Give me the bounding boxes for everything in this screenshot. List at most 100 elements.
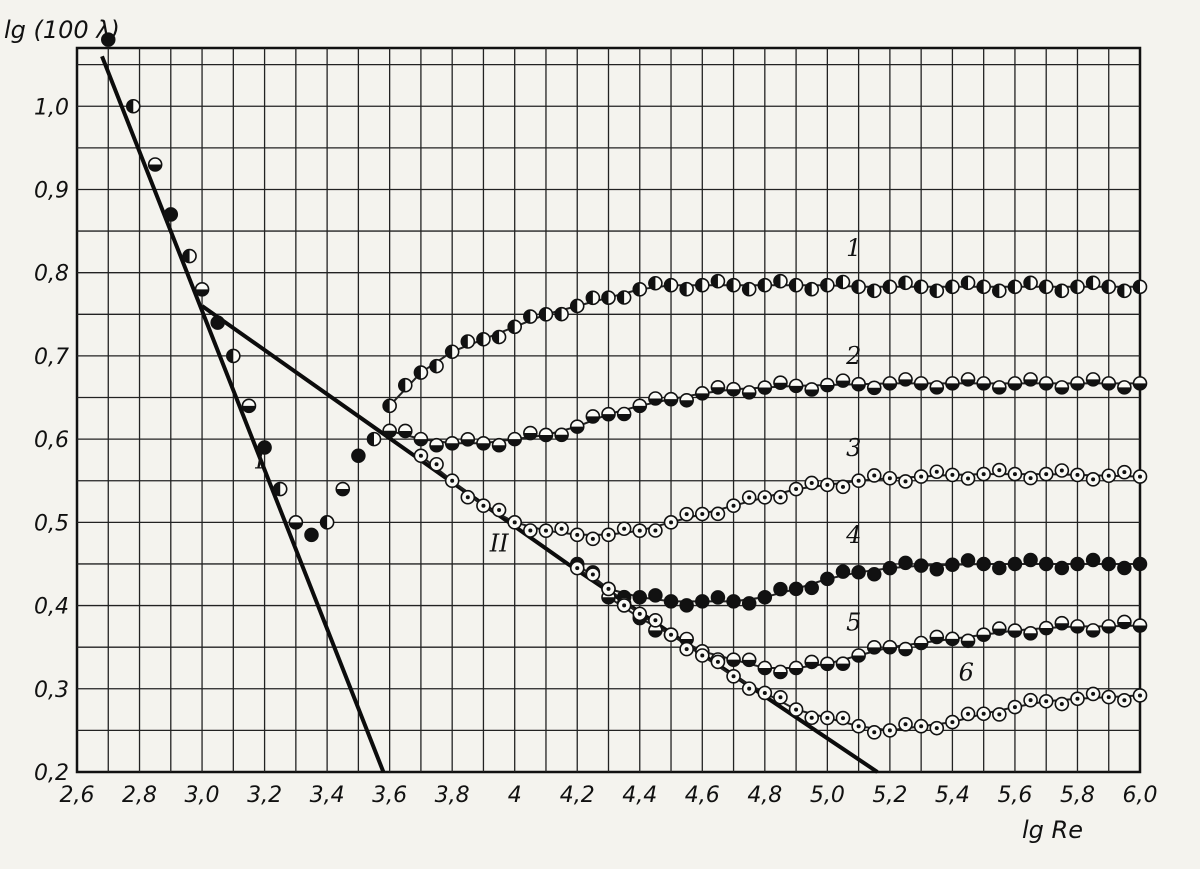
data-point bbox=[851, 565, 866, 580]
data-point bbox=[820, 710, 835, 726]
data-point bbox=[632, 523, 648, 538]
data-point bbox=[913, 635, 929, 651]
reference-line-II bbox=[200, 304, 879, 774]
data-point bbox=[992, 621, 1007, 636]
data-point bbox=[1101, 279, 1117, 295]
data-point bbox=[1023, 692, 1038, 708]
data-point bbox=[538, 306, 554, 322]
y-tick-label: 0,7 bbox=[34, 345, 69, 370]
data-point bbox=[1117, 614, 1132, 630]
x-tick-label: 3,6 bbox=[372, 783, 407, 808]
data-point bbox=[835, 274, 851, 290]
data-point bbox=[663, 391, 679, 407]
data-point bbox=[710, 379, 726, 395]
data-point bbox=[1117, 692, 1132, 708]
data-point bbox=[867, 566, 882, 582]
data-point bbox=[913, 279, 929, 295]
data-point bbox=[882, 470, 898, 486]
data-point bbox=[616, 290, 632, 305]
data-point bbox=[882, 560, 898, 576]
data-point bbox=[913, 718, 929, 734]
data-point bbox=[945, 631, 960, 647]
data-point bbox=[444, 344, 460, 360]
data-point bbox=[1070, 376, 1085, 391]
x-tick-label: 4,8 bbox=[747, 783, 782, 808]
data-point bbox=[835, 479, 851, 495]
data-point bbox=[648, 588, 663, 603]
data-point bbox=[679, 392, 694, 408]
data-point bbox=[898, 641, 913, 657]
data-point bbox=[444, 473, 460, 489]
data-point bbox=[820, 377, 835, 393]
series-label-5: 5 bbox=[846, 609, 861, 637]
data-point bbox=[616, 521, 632, 537]
data-point bbox=[569, 419, 585, 434]
data-point bbox=[882, 639, 898, 655]
data-point bbox=[757, 685, 773, 701]
data-point bbox=[1070, 691, 1085, 707]
data-point bbox=[694, 386, 710, 401]
data-point bbox=[1007, 623, 1023, 638]
data-point bbox=[1023, 625, 1038, 641]
data-point bbox=[1101, 468, 1117, 484]
data-point bbox=[898, 372, 913, 387]
data-point bbox=[741, 385, 757, 400]
data-point bbox=[554, 521, 569, 537]
data-point bbox=[960, 633, 976, 649]
data-point bbox=[710, 273, 726, 289]
data-point bbox=[992, 707, 1007, 722]
data-point bbox=[491, 329, 507, 345]
data-point bbox=[741, 681, 757, 696]
data-point bbox=[1007, 699, 1023, 715]
data-point bbox=[788, 277, 804, 293]
data-point bbox=[773, 489, 788, 505]
data-point bbox=[1085, 623, 1101, 638]
data-point bbox=[992, 462, 1007, 478]
data-point bbox=[241, 398, 257, 414]
data-point bbox=[898, 717, 913, 732]
data-point bbox=[125, 98, 141, 114]
data-point bbox=[632, 398, 648, 414]
data-point bbox=[491, 502, 507, 518]
series-label-1: 1 bbox=[846, 234, 861, 262]
data-point bbox=[694, 648, 710, 663]
data-point bbox=[694, 506, 710, 522]
data-point bbox=[1070, 467, 1085, 483]
grid bbox=[75, 46, 1142, 774]
data-point bbox=[476, 331, 491, 347]
data-point bbox=[1023, 470, 1038, 486]
data-point bbox=[304, 527, 319, 543]
data-point bbox=[976, 627, 991, 642]
data-point bbox=[1038, 279, 1054, 295]
data-point bbox=[741, 596, 757, 611]
data-point bbox=[741, 281, 757, 297]
data-point bbox=[992, 283, 1007, 299]
y-tick-label: 1,0 bbox=[34, 95, 69, 120]
data-point bbox=[554, 306, 569, 322]
data-point bbox=[726, 652, 741, 667]
data-point bbox=[1132, 556, 1148, 572]
data-point bbox=[820, 277, 835, 293]
data-point bbox=[960, 275, 976, 291]
x-tick-label: 3,8 bbox=[435, 783, 470, 808]
data-point bbox=[257, 440, 272, 455]
data-point bbox=[679, 641, 694, 657]
data-point bbox=[788, 581, 804, 597]
data-point bbox=[757, 380, 773, 395]
data-point bbox=[913, 558, 929, 573]
data-point bbox=[272, 481, 288, 497]
data-point bbox=[929, 380, 945, 395]
data-point bbox=[1070, 619, 1085, 634]
y-tick-label: 0,9 bbox=[34, 178, 69, 203]
tick-labels: 2,6 2,8 3,0 3,2 3,4 3,6 3,8 4 4,2 4,4 4,6 4,8 5,0 5,2… bbox=[34, 95, 1158, 808]
data-point bbox=[601, 527, 616, 543]
data-point bbox=[1054, 696, 1070, 712]
data-point bbox=[773, 273, 788, 289]
data-point bbox=[820, 656, 835, 672]
reference-line-I bbox=[100, 55, 386, 773]
data-point bbox=[976, 706, 991, 722]
data-point bbox=[1101, 689, 1117, 705]
data-point bbox=[1023, 372, 1038, 387]
data-point bbox=[804, 281, 820, 297]
data-point bbox=[835, 656, 851, 671]
